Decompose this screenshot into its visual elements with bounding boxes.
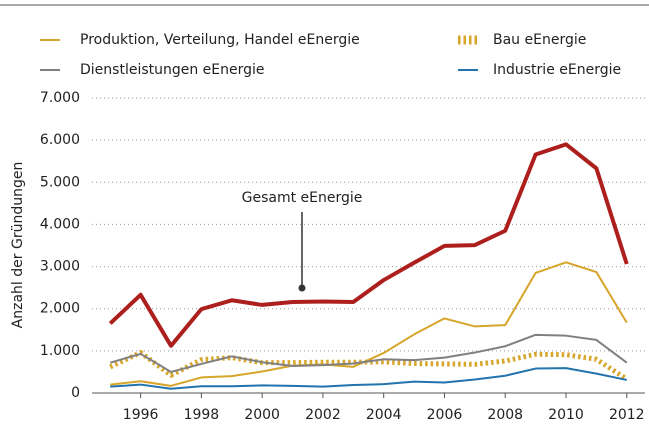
- y-tick-label: 4.000: [40, 216, 80, 232]
- x-tick-label: 2006: [427, 407, 463, 423]
- legend-label: Dienstleistungen eEnergie: [80, 62, 265, 78]
- y-tick-label: 5.000: [40, 174, 80, 190]
- x-tick-label: 2012: [609, 407, 645, 423]
- y-tick-label: 2.000: [40, 301, 80, 317]
- series-line: [108, 142, 629, 348]
- x-tick-label: 1996: [123, 407, 159, 423]
- y-tick-label: 7.000: [40, 90, 80, 106]
- annotation-dot: [298, 284, 306, 292]
- y-tick-label: 0: [71, 385, 80, 401]
- series-line: [110, 261, 628, 387]
- x-tick-label: 1998: [184, 407, 220, 423]
- legend-label: Bau eEnergie: [493, 32, 586, 48]
- y-tick-label: 6.000: [40, 132, 80, 148]
- x-tick-label: 2002: [305, 407, 341, 423]
- x-tick-label: 2000: [244, 407, 280, 423]
- annotation: Gesamt eEnergie: [242, 190, 363, 206]
- legend-label: Industrie eEnergie: [493, 62, 621, 78]
- y-tick-label: 1.000: [40, 343, 80, 359]
- series-line: [109, 333, 628, 373]
- x-tick-label: 2010: [548, 407, 584, 423]
- series-line: [109, 350, 629, 382]
- series-line: [110, 367, 627, 390]
- x-tick-label: 2008: [487, 407, 523, 423]
- x-tick-label: 2004: [366, 407, 402, 423]
- y-axis-label: Anzahl der Gründungen: [10, 162, 26, 329]
- y-tick-label: 3.000: [40, 259, 80, 275]
- legend-label: Produktion, Verteilung, Handel eEnergie: [80, 32, 360, 48]
